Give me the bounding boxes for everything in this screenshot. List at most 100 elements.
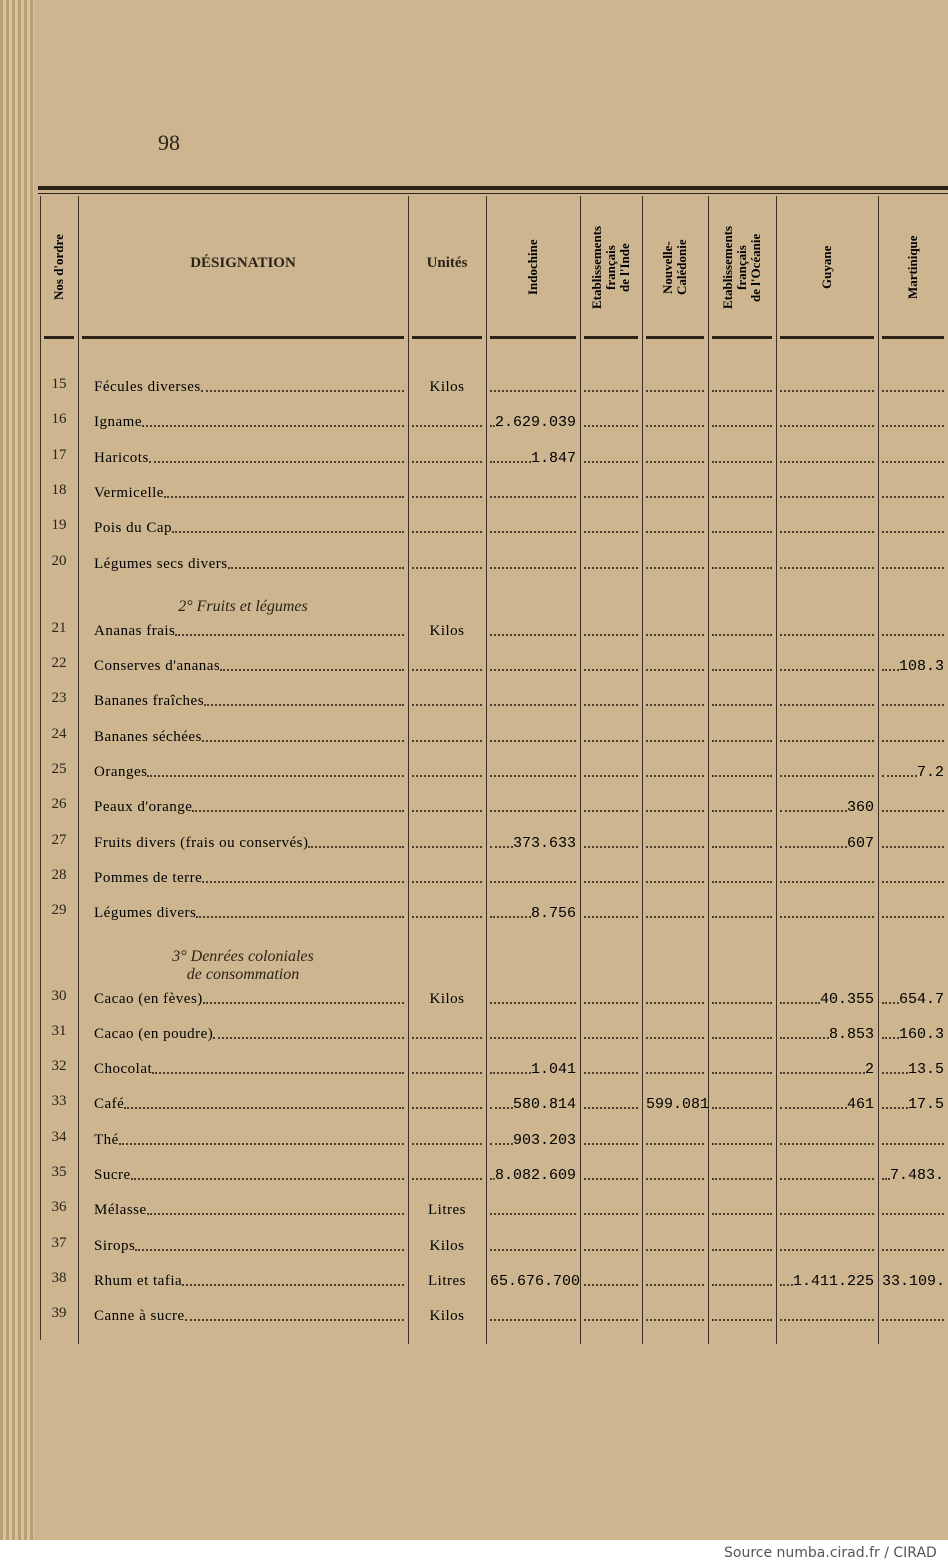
dot-leader: [780, 810, 847, 813]
dot-leader: [130, 1178, 404, 1180]
dot-leader: [712, 880, 772, 883]
dot-leader: [584, 1283, 638, 1286]
table-cell: [780, 482, 874, 502]
dot-leader: [712, 916, 772, 919]
table-cell: Kilos: [412, 620, 482, 640]
table-cell: [646, 1235, 704, 1255]
table-cell: [646, 447, 704, 467]
dot-leader: [712, 1001, 772, 1004]
table-cell: [490, 690, 576, 710]
dot-leader: [213, 1036, 404, 1039]
dot-leader: [490, 566, 576, 569]
table-cell: [646, 482, 704, 502]
dot-leader: [646, 880, 704, 883]
column-header: Unités: [426, 255, 468, 271]
table-cell: [412, 1164, 482, 1184]
table-cell: [712, 761, 772, 781]
row-number: 15: [51, 376, 67, 392]
table-cell: 160.3: [882, 1023, 944, 1043]
cell-text: Légumes divers: [94, 905, 197, 922]
dot-leader: [412, 704, 482, 707]
dot-leader: [780, 633, 874, 636]
row-number: 39: [51, 1305, 67, 1322]
table-cell: [712, 1235, 772, 1255]
dot-leader: [780, 460, 874, 463]
row-number: 25: [51, 761, 67, 777]
table-cell: [646, 1270, 704, 1290]
table-cell: [412, 1058, 482, 1078]
table-cell: [780, 655, 874, 675]
cell-text: Litres: [428, 1202, 466, 1219]
table-cell: [584, 620, 638, 640]
table-cell: [412, 1023, 482, 1043]
table-cell: [712, 1164, 772, 1184]
dot-leader: [780, 390, 874, 392]
table-cell: [646, 1164, 704, 1184]
table-cell: [584, 411, 638, 431]
table-cell: Igname: [94, 411, 404, 431]
table-cell: Canne à sucre: [94, 1305, 404, 1325]
dot-leader: [490, 633, 576, 636]
row-number: 33: [51, 1093, 67, 1110]
table-cell: [412, 796, 482, 816]
dot-leader: [882, 425, 944, 428]
table-cell: [646, 655, 704, 675]
row-number: 18: [51, 481, 67, 498]
table-cell: [490, 376, 576, 396]
table-cell: Litres: [412, 1270, 482, 1290]
dot-leader: [712, 845, 772, 848]
cell-text: Haricots: [94, 449, 149, 466]
cell-text: Kilos: [429, 379, 465, 395]
cell-text: Cacao (en fèves): [94, 990, 203, 1007]
table-cell: [584, 867, 638, 887]
table-cell: [412, 690, 482, 710]
dot-leader: [584, 531, 638, 534]
table-cell: Pommes de terre: [94, 867, 404, 887]
dot-leader: [584, 1248, 638, 1251]
dot-leader: [712, 1319, 772, 1322]
table-cell: [712, 1058, 772, 1078]
dot-leader: [646, 739, 704, 742]
dot-leader: [780, 775, 874, 777]
table-cell: [490, 867, 576, 887]
table-cell: [412, 867, 482, 887]
table-cell: [412, 411, 482, 431]
dot-leader: [882, 633, 944, 636]
table-cell: Café: [94, 1093, 404, 1113]
dot-leader: [882, 390, 944, 392]
dot-leader: [646, 1036, 704, 1039]
table-cell: [490, 620, 576, 640]
header-rule: [712, 336, 772, 339]
table-cell: [780, 447, 874, 467]
dot-leader: [490, 425, 495, 428]
table-cell: [584, 517, 638, 537]
table-cell: [490, 553, 576, 573]
table-cell: [780, 902, 874, 922]
dot-leader: [220, 669, 404, 672]
row-number: 21: [51, 619, 67, 636]
table-cell: [490, 988, 576, 1008]
table-cell: [412, 517, 482, 537]
table-cell: [490, 517, 576, 537]
table-cell: [646, 517, 704, 537]
cell-text: Bananes séchées: [94, 728, 202, 745]
cell-text: Kilos: [429, 1237, 465, 1254]
column-header: Guyane: [819, 245, 834, 290]
dot-leader: [646, 916, 704, 919]
cell-text: Rhum et tafia: [94, 1272, 183, 1289]
row-number: 37: [51, 1234, 67, 1251]
cell-text: Oranges: [94, 764, 148, 780]
header-rule: [490, 336, 576, 339]
dot-leader: [882, 1072, 908, 1075]
table-cell: [882, 1305, 944, 1325]
dot-leader: [780, 704, 874, 707]
dot-leader: [882, 845, 944, 848]
table-cell: [490, 796, 576, 816]
table-cell: [646, 376, 704, 396]
table-cell: 40.355: [780, 988, 874, 1008]
table-cell: [882, 902, 944, 922]
dot-leader: [882, 739, 944, 742]
dot-leader: [712, 1142, 772, 1145]
cell-text: Pois du Cap: [94, 520, 173, 537]
table-cell: [646, 620, 704, 640]
